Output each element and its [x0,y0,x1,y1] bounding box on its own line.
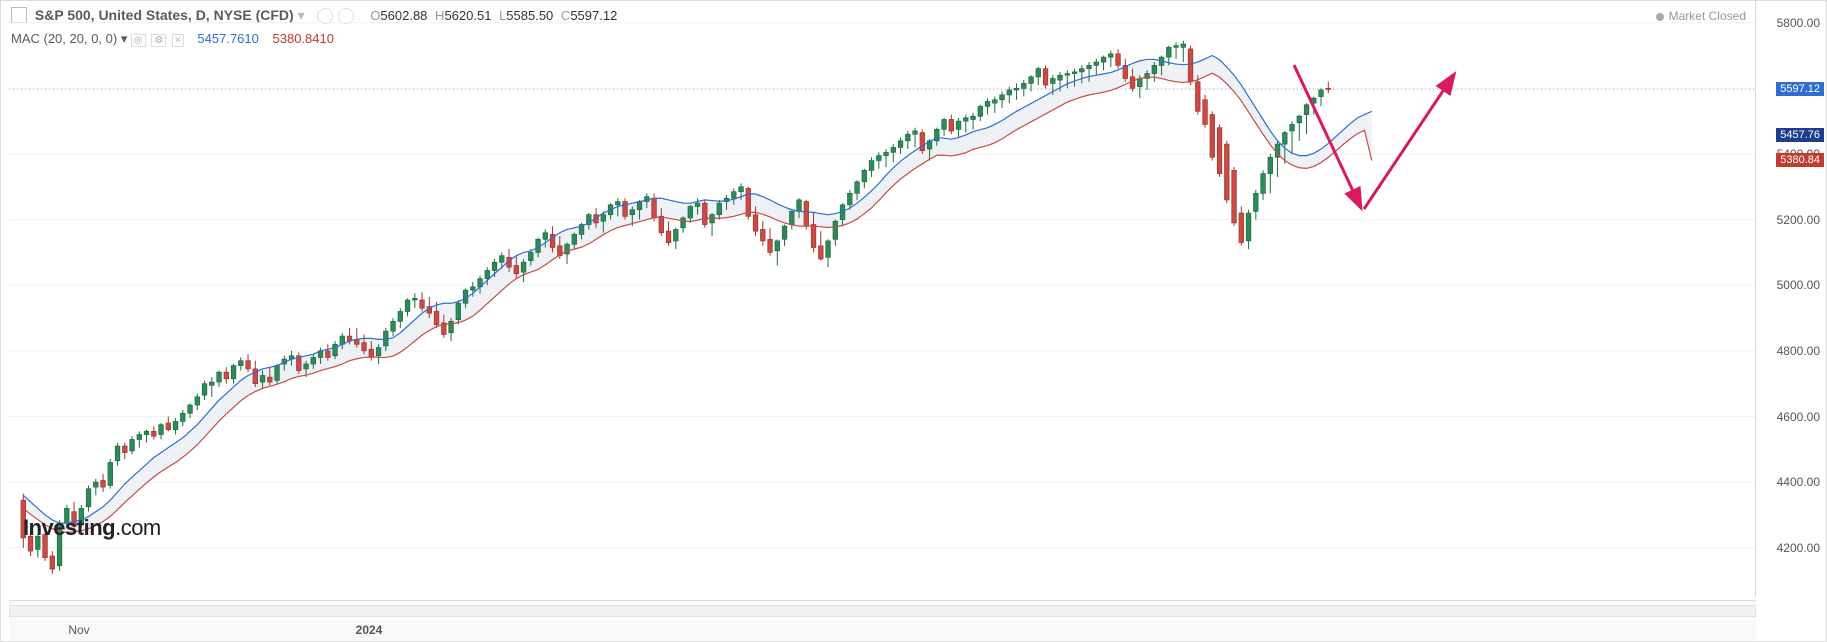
price-tag: 5597.12 [1776,82,1824,96]
investing-logo: Investing.com [23,515,161,541]
logo-text: Investing [23,515,115,540]
y-tick: 5200.00 [1777,213,1820,227]
y-tick: 4800.00 [1777,344,1820,358]
y-tick: 4200.00 [1777,541,1820,555]
price-tag: 5380.84 [1776,153,1824,167]
x-axis[interactable]: Nov 2024 [9,600,1756,641]
y-tick: 4600.00 [1777,410,1820,424]
y-tick: 4400.00 [1777,475,1820,489]
x-scrollbar[interactable] [9,605,1756,617]
y-tick: 5000.00 [1777,278,1820,292]
logo-suffix: .com [115,515,161,540]
price-tag: 5457.76 [1776,128,1824,142]
x-tick: 2024 [356,623,383,637]
y-axis[interactable]: 4200.00 4400.00 4600.00 4800.00 5000.00 5200.… [1764,1,1826,597]
x-tick: Nov [68,623,89,637]
y-tick: 5800.00 [1777,16,1820,30]
chart-svg[interactable] [9,1,1755,597]
chart-plot-area[interactable]: Investing.com [9,1,1756,597]
